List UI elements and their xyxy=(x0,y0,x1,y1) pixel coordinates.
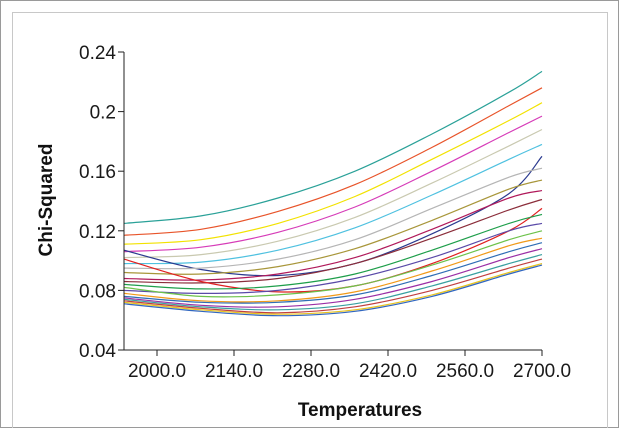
series-line-11 xyxy=(123,198,543,284)
y-axis-title: Chi-Squared xyxy=(36,144,57,257)
series-layer xyxy=(123,70,543,317)
ticks-layer: 0.04 0.08 0.12 0.16 0.2 0.24 2000.0 2140.0 2280.… xyxy=(79,43,571,382)
series-line-4 xyxy=(123,115,543,253)
series-line-10 xyxy=(123,190,543,281)
series-line-13 xyxy=(123,213,543,290)
series-line-8 xyxy=(123,167,543,270)
x-tick-label: 2000.0 xyxy=(128,361,186,382)
series-line-7 xyxy=(123,155,543,277)
series-line-6 xyxy=(123,143,543,265)
series-line-1 xyxy=(123,70,543,224)
series-line-16 xyxy=(123,237,543,303)
series-line-22 xyxy=(123,264,543,317)
y-tick-label: 0.12 xyxy=(79,222,116,243)
series-line-14 xyxy=(123,222,543,295)
series-line-9 xyxy=(123,179,543,275)
series-line-18 xyxy=(123,248,543,308)
series-line-2 xyxy=(123,87,543,236)
y-tick-label: 0.2 xyxy=(90,103,116,124)
x-tick-label: 2560.0 xyxy=(436,361,494,382)
x-tick-label: 2700.0 xyxy=(513,361,571,382)
y-tick-label: 0.08 xyxy=(79,281,116,302)
series-line-17 xyxy=(123,242,543,304)
x-tick-label: 2280.0 xyxy=(282,361,340,382)
series-line-19 xyxy=(123,254,543,311)
y-tick-label: 0.16 xyxy=(79,162,116,183)
y-tick-label: 0.04 xyxy=(79,341,116,362)
x-tick-label: 2420.0 xyxy=(359,361,417,382)
x-tick-label: 2140.0 xyxy=(205,361,263,382)
chart-inner-border xyxy=(12,12,608,428)
axes-layer xyxy=(123,52,542,351)
series-line-21 xyxy=(123,263,543,315)
series-line-15 xyxy=(123,230,543,298)
series-line-5 xyxy=(123,128,543,259)
series-line-3 xyxy=(123,102,543,245)
y-tick-label: 0.24 xyxy=(79,43,116,64)
series-line-20 xyxy=(123,258,543,314)
x-axis-title: Temperatures xyxy=(298,400,422,421)
